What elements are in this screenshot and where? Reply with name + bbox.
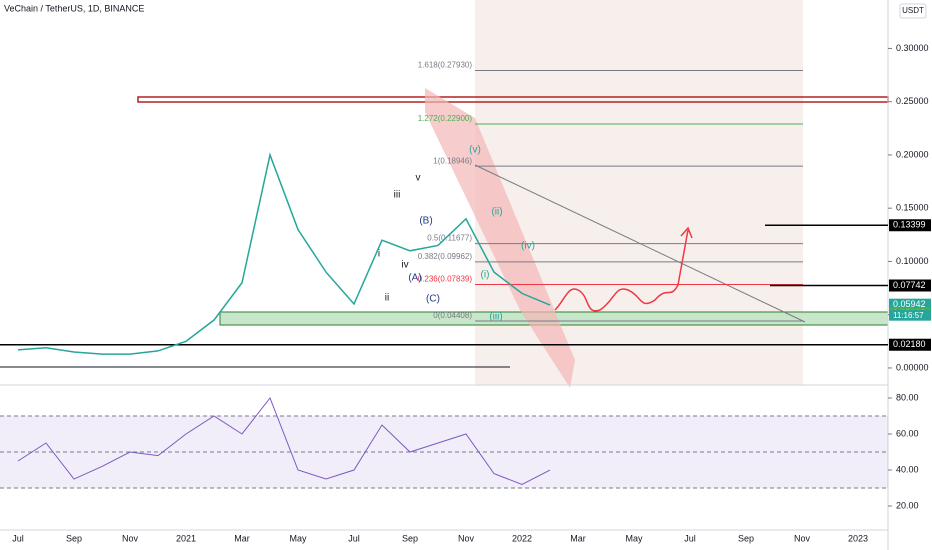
level-label: 0.05942: [893, 299, 926, 309]
wave-label: iv: [401, 260, 408, 271]
countdown-box: [889, 309, 931, 321]
fib-label: 1(0.18946): [433, 156, 472, 165]
y-tick-label: 60.00: [896, 428, 919, 438]
x-tick-label: 2022: [512, 533, 532, 543]
y-tick-label: 0.00000: [896, 362, 929, 372]
y-tick-label: 0.15000: [896, 203, 929, 213]
wave-label: (A): [408, 273, 421, 284]
fib-label: 0.236(0.07839): [418, 275, 473, 284]
x-tick-label: Jul: [684, 533, 696, 543]
x-tick-label: Nov: [122, 533, 139, 543]
future-zone: [475, 0, 803, 385]
wave-label: (B): [419, 216, 432, 227]
y-tick-label: 0.30000: [896, 43, 929, 53]
x-tick-label: Nov: [458, 533, 475, 543]
wave-label: i: [378, 249, 380, 260]
y-tick-label: 0.20000: [896, 149, 929, 159]
x-tick-label: Jul: [12, 533, 24, 543]
x-tick-label: May: [625, 533, 643, 543]
wave-label: iii: [394, 190, 401, 201]
currency: USDT: [902, 6, 924, 15]
wave-label: (C): [426, 294, 440, 305]
currency-box: [899, 3, 927, 19]
fib-label: 1.272(0.22900): [418, 114, 473, 123]
wave-label: (ii): [491, 207, 502, 218]
projection-arrow: [680, 226, 693, 239]
fib-label: 1.618(0.27930): [418, 61, 473, 70]
fib-label: 0(0.04408): [433, 311, 472, 320]
x-tick-label: 2021: [176, 533, 196, 543]
series-line: [17, 152, 551, 355]
y-tick-label: 20.00: [896, 500, 919, 510]
rsi-line: [17, 396, 551, 485]
level-label: 0.07742: [893, 280, 926, 290]
fib-label: 0.382(0.09962): [418, 252, 473, 261]
countdown: 11:16:57: [893, 311, 924, 320]
x-tick-label: May: [289, 533, 307, 543]
wave-label: ii: [385, 293, 389, 304]
y-tick-label: 80.00: [896, 392, 919, 402]
y-tick-label: 40.00: [896, 464, 919, 474]
x-tick-label: Mar: [570, 533, 586, 543]
level-box: [889, 219, 931, 232]
x-tick-label: Nov: [794, 533, 811, 543]
level-label: 0.02180: [893, 339, 926, 349]
x-tick-label: Mar: [234, 533, 250, 543]
y-tick-label: 0.25000: [896, 96, 929, 106]
x-tick-label: 2023: [848, 533, 868, 543]
y-tick-label: 0.10000: [896, 256, 929, 266]
projection-path: [554, 229, 689, 312]
wave-label: (v): [469, 145, 481, 156]
wave-label: (i): [481, 270, 490, 281]
x-tick-label: Sep: [402, 533, 418, 543]
x-tick-label: Jul: [348, 533, 360, 543]
x-tick-label: Sep: [66, 533, 82, 543]
x-tick-label: Sep: [738, 533, 754, 543]
wave-label: (iv): [521, 241, 535, 252]
chart-title: VeChain / TetherUS, 1D, BINANCE: [4, 3, 144, 13]
level-box: [889, 338, 931, 351]
down-channel: [425, 88, 575, 388]
level-label: 0.13399: [893, 220, 926, 230]
level-box: [889, 279, 931, 292]
wave-label: (iii): [489, 312, 502, 323]
wave-label: v: [416, 173, 421, 184]
fib-label: 0.5(0.11677): [427, 234, 472, 243]
